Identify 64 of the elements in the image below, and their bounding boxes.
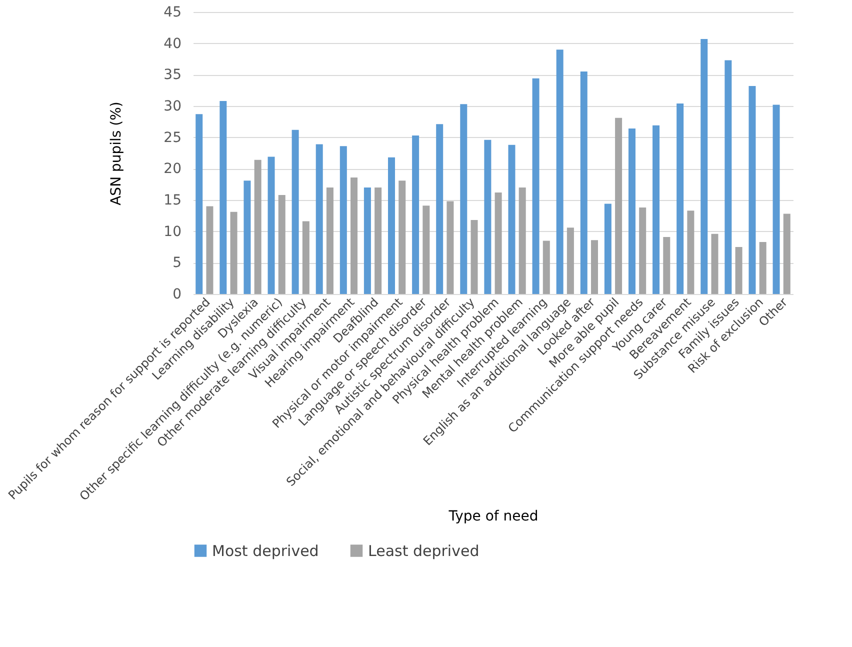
y-tick-label: 0 <box>172 286 182 302</box>
bar <box>518 187 526 294</box>
bar <box>615 118 622 294</box>
bar <box>542 240 550 294</box>
bar <box>206 206 214 294</box>
bar <box>663 236 670 294</box>
y-tick-label: 25 <box>164 130 182 146</box>
bar <box>470 220 478 294</box>
y-tick-label: 40 <box>164 36 182 52</box>
bar <box>556 50 564 294</box>
bar <box>700 38 708 294</box>
bar <box>590 240 598 294</box>
bar <box>244 180 251 294</box>
bar <box>735 247 742 294</box>
bar <box>422 206 430 294</box>
bar <box>724 60 732 294</box>
bar <box>494 192 502 294</box>
y-tick-label: 30 <box>164 98 182 114</box>
legend-label: Most deprived <box>212 542 319 560</box>
bar <box>566 228 574 294</box>
y-tick-label: 45 <box>164 4 182 20</box>
bar <box>687 210 694 294</box>
bar <box>436 124 444 294</box>
bar <box>398 180 406 294</box>
bar <box>446 201 454 294</box>
bar <box>759 242 766 294</box>
bar <box>748 86 756 294</box>
y-tick-label: 20 <box>164 161 182 178</box>
bar <box>350 177 358 294</box>
bar <box>292 130 299 294</box>
y-tick-label: 10 <box>164 224 182 240</box>
bar <box>340 146 347 294</box>
bar <box>711 234 718 294</box>
y-tick-label: 5 <box>172 255 182 272</box>
bar <box>388 157 396 294</box>
bar <box>652 125 660 294</box>
bar <box>302 221 310 294</box>
bar <box>316 144 323 294</box>
bar <box>278 194 286 294</box>
legend-label: Least deprived <box>368 542 480 560</box>
y-axis-title: ASN pupils (%) <box>108 102 125 206</box>
bar <box>268 156 275 294</box>
bar <box>676 103 684 294</box>
bar <box>508 144 516 294</box>
bar <box>532 78 540 294</box>
bar <box>628 128 636 294</box>
bar <box>364 187 371 294</box>
bar <box>230 212 238 294</box>
bar <box>412 135 420 294</box>
x-axis-title: Type of need <box>448 508 538 524</box>
bar <box>374 187 382 294</box>
bar <box>484 140 492 294</box>
bar <box>220 100 227 294</box>
bar <box>326 187 334 294</box>
bar <box>196 114 203 294</box>
y-tick-label: 15 <box>164 192 182 208</box>
bar <box>580 72 588 294</box>
bar <box>604 204 612 294</box>
bar <box>254 160 262 294</box>
bar <box>639 208 646 294</box>
y-tick-label: 35 <box>164 67 182 84</box>
bar <box>460 104 468 294</box>
bar <box>772 104 780 294</box>
bar <box>783 214 790 294</box>
